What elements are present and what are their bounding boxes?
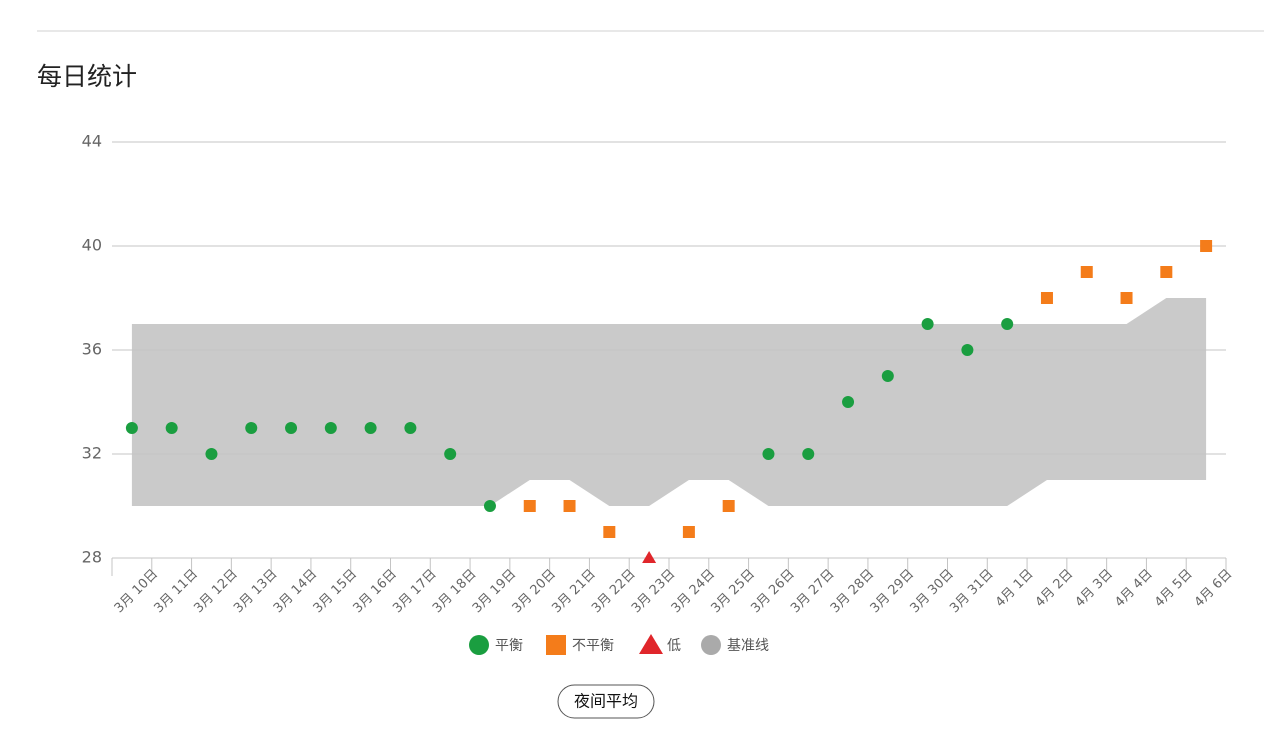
- mark-layer: [125, 240, 1213, 563]
- point-unbalanced: [722, 500, 735, 512]
- legend-symbol: [701, 635, 721, 655]
- point-unbalanced: [1080, 266, 1093, 278]
- point-balanced: [165, 422, 178, 434]
- y-tick-label: 32: [82, 444, 102, 463]
- legend-symbol: [639, 634, 663, 654]
- y-tick-label: 40: [82, 236, 102, 255]
- toggle-button[interactable]: [557, 684, 655, 719]
- point-balanced: [842, 396, 855, 408]
- y-tick-label: 36: [82, 340, 102, 359]
- x-tick-label: 4月 5日: [1152, 567, 1196, 611]
- x-tick-label: 4月 1日: [993, 567, 1037, 611]
- x-tick-label: 4月 3日: [1072, 567, 1116, 611]
- point-balanced: [205, 448, 218, 460]
- point-balanced: [762, 448, 775, 460]
- point-unbalanced: [1160, 266, 1173, 278]
- point-balanced: [285, 422, 298, 434]
- point-balanced: [245, 422, 258, 434]
- legend-label: 基准线: [727, 637, 769, 654]
- legend-label: 平衡: [495, 638, 523, 654]
- point-unbalanced: [563, 500, 576, 512]
- y-tick-label: 28: [82, 548, 102, 567]
- x-tick-label: 4月 2日: [1033, 567, 1077, 611]
- point-unbalanced: [1040, 292, 1053, 304]
- point-balanced: [1001, 318, 1014, 330]
- point-unbalanced: [1120, 292, 1133, 304]
- x-tick-label: 4月 6日: [1192, 567, 1236, 611]
- x-tick-label: 3月 31日: [947, 567, 996, 616]
- legend-label: 低: [667, 638, 681, 654]
- legend-label: 不平衡: [572, 638, 614, 654]
- point-unbalanced: [603, 526, 616, 538]
- point-balanced: [444, 448, 457, 460]
- legend-symbol: [546, 635, 566, 655]
- point-low: [642, 551, 657, 563]
- point-balanced: [921, 318, 934, 330]
- legend-symbol: [469, 635, 489, 655]
- point-balanced: [483, 500, 496, 512]
- point-balanced: [404, 422, 417, 434]
- x-tick-label: 4月 4日: [1112, 567, 1156, 611]
- point-balanced: [961, 344, 974, 356]
- band-layer: [131, 298, 1207, 506]
- point-balanced: [125, 422, 138, 434]
- baseline-band: [131, 298, 1207, 506]
- point-balanced: [364, 422, 377, 434]
- point-unbalanced: [523, 500, 536, 512]
- point-balanced: [881, 370, 894, 382]
- point-balanced: [802, 448, 815, 460]
- point-unbalanced: [682, 526, 695, 538]
- toggle-button-label[interactable]: 夜间平均: [574, 692, 638, 711]
- legend: 平衡 不平衡 低 基准线: [469, 634, 769, 655]
- chart-title: 每日统计: [37, 62, 137, 91]
- y-tick-label: 44: [82, 132, 102, 151]
- point-balanced: [324, 422, 337, 434]
- point-unbalanced: [1200, 240, 1213, 252]
